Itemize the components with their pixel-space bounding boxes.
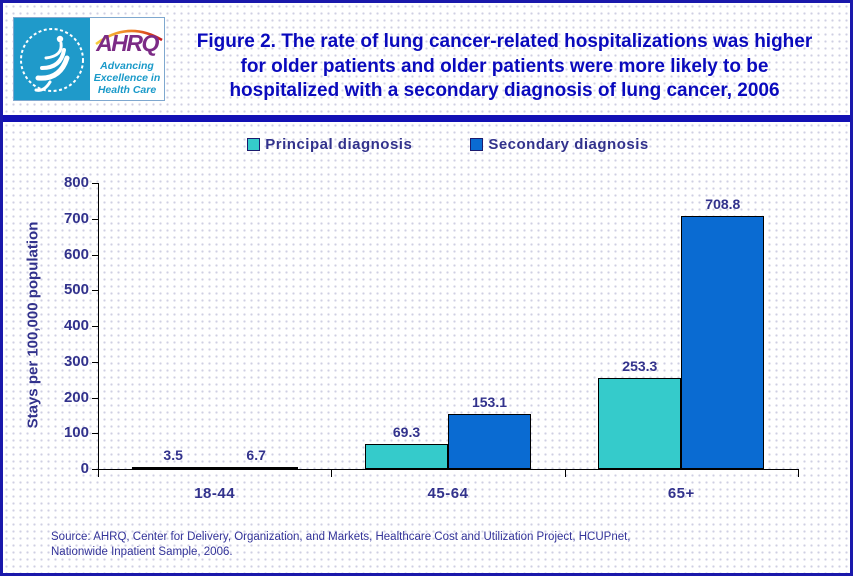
legend-label: Principal diagnosis — [265, 135, 413, 153]
ahrq-wordmark: AHRQ — [96, 30, 159, 56]
bar-value-label: 6.7 — [246, 447, 266, 463]
bar-secondary — [214, 467, 298, 469]
hhs-logo-panel — [14, 18, 90, 100]
bar-principal — [365, 444, 448, 469]
ahrq-tagline: Advancing Excellence in Health Care — [90, 60, 164, 96]
source-line-2: Nationwide Inpatient Sample, 2006. — [51, 546, 233, 558]
y-tick-mark — [92, 290, 98, 292]
source-note: Source: AHRQ, Center for Delivery, Organ… — [51, 530, 631, 560]
x-tick-mark — [98, 469, 99, 477]
y-tick-mark — [92, 433, 98, 435]
y-tick-label: 0 — [80, 460, 89, 477]
y-tick-label: 500 — [63, 281, 89, 299]
header-divider — [3, 115, 850, 122]
source-line-1: Source: AHRQ, Center for Delivery, Organ… — [51, 531, 631, 543]
y-tick-label: 400 — [63, 317, 89, 334]
y-tick-mark — [92, 326, 98, 327]
figure-title: Figure 2. The rate of lung cancer-relate… — [171, 30, 838, 104]
y-tick-mark — [92, 183, 98, 184]
principal-diagnosis-swatch — [247, 137, 261, 151]
y-tick-label: 700 — [63, 209, 89, 227]
y-tick-label: 200 — [63, 388, 89, 406]
y-tick-label: 800 — [63, 174, 89, 191]
bar-value-label: 153.1 — [471, 394, 508, 410]
bar-principal — [598, 378, 682, 469]
x-category-label: 45-64 — [427, 485, 469, 502]
legend-item-principal: Principal diagnosis — [247, 135, 412, 153]
tagline-line: Excellence in — [93, 72, 161, 84]
x-tick-mark — [798, 469, 799, 477]
hhs-eagle-icon — [20, 28, 84, 92]
chart-legend: Principal diagnosis Secondary diagnosis — [98, 135, 798, 153]
secondary-diagnosis-swatch — [470, 137, 484, 151]
tagline-line: Health Care — [97, 84, 157, 96]
y-tick-label: 100 — [63, 424, 89, 442]
x-tick-mark — [564, 469, 566, 477]
bar-value-label: 708.8 — [705, 196, 741, 212]
bar-value-label: 69.3 — [392, 424, 421, 440]
title-line-3: hospitalized with a secondary diagnosis … — [229, 80, 780, 101]
title-line-1: Figure 2. The rate of lung cancer-relate… — [196, 31, 813, 52]
ahrq-logo: AHRQ Advancing Excellence in Health Care — [13, 17, 165, 101]
y-tick-mark — [92, 361, 98, 363]
y-tick-label: 600 — [63, 245, 89, 263]
x-tick-mark — [331, 469, 333, 477]
y-axis-title: Stays per 100,000 population — [24, 221, 42, 429]
x-axis-line — [98, 469, 799, 470]
bar-secondary — [681, 216, 765, 469]
y-axis-line — [98, 183, 99, 469]
y-tick-mark — [92, 397, 98, 399]
chart-area: 0 100 200 300 400 500 600 700 800 3.5 6.7 18-44 69.3… — [3, 3, 850, 573]
ahrq-arc-icon — [95, 29, 163, 46]
title-line-2: for older patients and older patients we… — [240, 55, 769, 77]
y-tick-mark — [92, 469, 98, 470]
tagline-line: Advancing — [100, 60, 154, 72]
x-category-label: 18-44 — [194, 485, 236, 502]
legend-label: Secondary diagnosis — [488, 135, 649, 153]
legend-item-secondary: Secondary diagnosis — [470, 135, 648, 153]
bar-value-label: 253.3 — [622, 358, 658, 374]
ahrq-wordmark-panel: AHRQ Advancing Excellence in Health Care — [90, 18, 164, 100]
y-tick-mark — [92, 218, 98, 220]
bar-value-label: 3.5 — [163, 447, 183, 463]
bar-principal — [131, 467, 215, 469]
y-tick-label: 300 — [63, 352, 89, 370]
bar-secondary — [448, 414, 531, 469]
x-category-label: 65+ — [667, 485, 695, 502]
y-tick-mark — [92, 254, 98, 256]
